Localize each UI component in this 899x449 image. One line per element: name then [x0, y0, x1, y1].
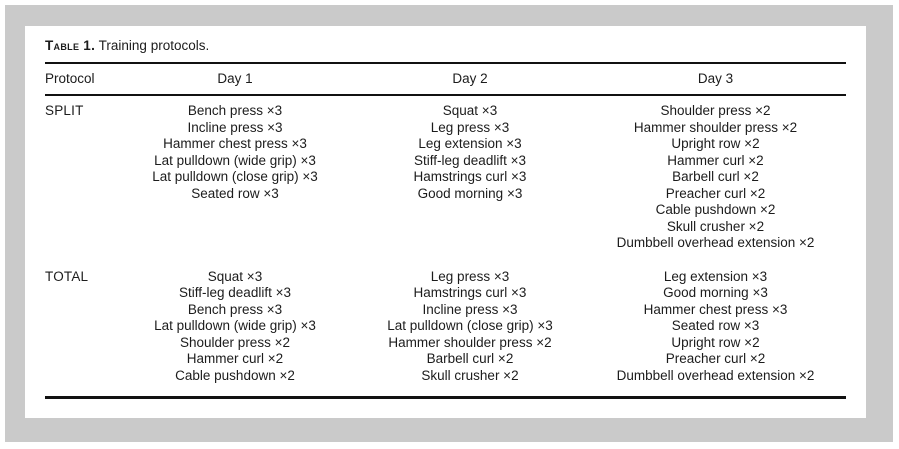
exercise-line: Skull crusher ×2 — [666, 218, 765, 234]
exercise-line: Hammer chest press ×3 — [163, 136, 307, 151]
column-header-day1: Day 1 — [217, 70, 253, 86]
table-card: Table 1. Training protocols. Protocol Da… — [25, 26, 866, 418]
table-caption: Table 1. Training protocols. — [45, 37, 846, 54]
exercise-line: Stiff-leg deadlift ×3 — [414, 152, 526, 168]
exercise-line: Cable pushdown ×2 — [655, 202, 776, 217]
exercise-line: Seated row ×3 — [671, 318, 760, 333]
exercise-line: Upright row ×2 — [671, 334, 760, 350]
exercise-line: Hammer chest press ×3 — [643, 301, 788, 317]
exercise-line: Squat ×3 — [442, 103, 498, 118]
exercise-line: Leg press ×3 — [430, 268, 510, 284]
column-header-protocol: Protocol — [45, 70, 95, 86]
table-caption-label: Table 1. — [45, 38, 96, 53]
rule-bottom — [45, 396, 846, 399]
exercise-line: Shoulder press ×2 — [180, 334, 290, 350]
exercise-line: Leg press ×3 — [430, 119, 510, 135]
exercise-line: Stiff-leg deadlift ×3 — [179, 285, 291, 300]
rule-under-header — [45, 93, 846, 96]
exercise-line: Hammer curl ×2 — [667, 152, 764, 168]
exercise-line: Hamstrings curl ×3 — [413, 285, 527, 300]
exercise-line: Good morning ×3 — [417, 185, 523, 201]
exercise-line: Bench press ×3 — [187, 103, 283, 118]
exercise-line: Cable pushdown ×2 — [175, 367, 295, 383]
table-body: SPLIT Bench press ×3 Incline press ×3 Hamme… — [45, 96, 846, 396]
exercise-line: Upright row ×2 — [671, 136, 760, 151]
exercise-line: Preacher curl ×2 — [665, 185, 766, 201]
rule-under-caption — [45, 62, 846, 64]
exercise-line: Bench press ×3 — [187, 301, 283, 317]
exercise-line: Barbell curl ×2 — [426, 351, 514, 366]
table-frame: Table 1. Training protocols. Protocol Da… — [5, 5, 893, 442]
exercise-line: Hammer shoulder press ×2 — [388, 334, 552, 350]
column-header-day3: Day 3 — [697, 70, 734, 86]
exercise-line: Good morning ×3 — [663, 285, 768, 300]
exercise-line: Lat pulldown (close grip) ×3 — [387, 318, 553, 333]
exercise-line: Skull crusher ×2 — [421, 367, 519, 383]
exercise-line: Dumbbell overhead extension ×2 — [616, 367, 815, 383]
column-header-day2: Day 2 — [452, 70, 488, 86]
day1-exercise-list: Bench press ×3 Incline press ×3 Hammer che… — [115, 103, 355, 252]
day3-exercise-list: Leg extension ×3 Good morning ×3 Hammer ch… — [585, 269, 846, 385]
exercise-line: Seated row ×3 — [191, 185, 279, 201]
table-section-total: TOTAL Squat ×3 Stiff-leg deadlift ×3 Bench … — [45, 252, 846, 385]
exercise-line: Barbell curl ×2 — [672, 169, 759, 184]
table-header-row: Protocol Day 1 Day 2 Day 3 — [45, 64, 846, 94]
exercise-line: Leg extension ×3 — [663, 268, 768, 284]
protocol-label: TOTAL — [45, 268, 89, 284]
protocol-label: SPLIT — [45, 103, 84, 118]
exercise-line: Hammer shoulder press ×2 — [633, 119, 798, 135]
table-section-split: SPLIT Bench press ×3 Incline press ×3 Hamme… — [45, 96, 846, 252]
day2-exercise-list: Squat ×3 Leg press ×3 Leg extension ×3 Stif… — [355, 103, 585, 252]
table-caption-title: Training protocols. — [98, 38, 210, 53]
exercise-line: Lat pulldown (wide grip) ×3 — [154, 318, 316, 333]
day1-exercise-list: Squat ×3 Stiff-leg deadlift ×3 Bench press… — [115, 269, 355, 385]
exercise-line: Preacher curl ×2 — [665, 351, 766, 366]
exercise-line: Lat pulldown (wide grip) ×3 — [154, 152, 316, 168]
exercise-line: Squat ×3 — [207, 268, 263, 284]
exercise-line: Dumbbell overhead extension ×2 — [616, 235, 815, 250]
exercise-line: Shoulder press ×2 — [660, 103, 771, 118]
exercise-line: Hamstrings curl ×3 — [413, 169, 527, 184]
exercise-line: Lat pulldown (close grip) ×3 — [152, 169, 318, 184]
exercise-line: Incline press ×3 — [422, 301, 518, 317]
day2-exercise-list: Leg press ×3 Hamstrings curl ×3 Incline pr… — [355, 269, 585, 385]
day3-exercise-list: Shoulder press ×2 Hammer shoulder press ×… — [585, 103, 846, 252]
exercise-line: Leg extension ×3 — [418, 136, 522, 151]
exercise-line: Incline press ×3 — [187, 119, 283, 135]
exercise-line: Hammer curl ×2 — [186, 351, 284, 366]
